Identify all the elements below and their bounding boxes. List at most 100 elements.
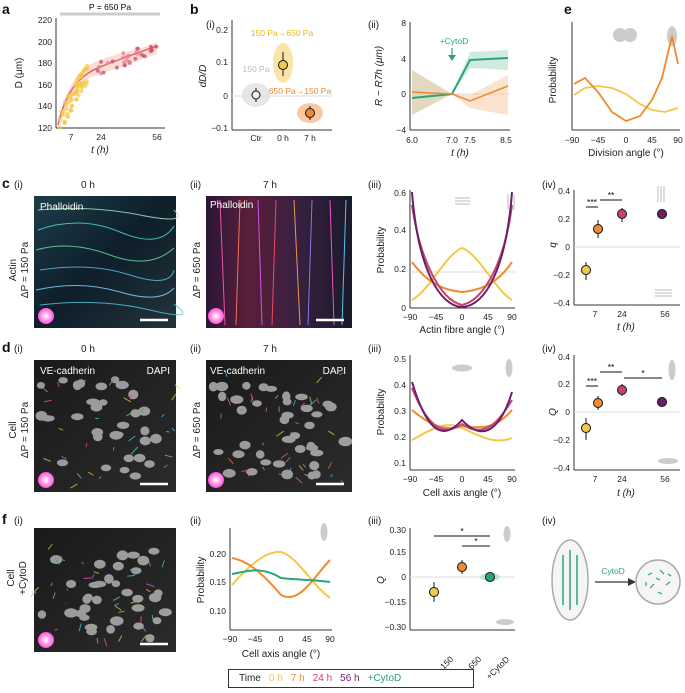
nucleus — [130, 567, 142, 575]
panel-c-iv-xtick: 24 — [617, 309, 627, 319]
panel-b-ii-xtick: 6.0 — [406, 135, 418, 145]
nucleus — [242, 381, 251, 390]
panel-a-ytick: 220 — [38, 15, 52, 25]
time-legend: Time 0 h 7 h 24 h 56 h +CytoD — [228, 669, 474, 688]
panel-d-iv-ytick: 0.2 — [558, 379, 570, 389]
nucleus — [145, 634, 155, 643]
panel-d-iii-ylabel: Probability — [376, 389, 387, 436]
panel-d-ii-pressure: ΔP = 650 Pa — [192, 401, 203, 458]
panel-a-point — [80, 83, 85, 88]
panel-d-iii-xtick: 45 — [483, 474, 493, 484]
sig-marker: * — [474, 536, 478, 546]
panel-d-iii-ytick: 0.1 — [394, 458, 406, 468]
junction — [81, 561, 85, 565]
nucleus — [258, 383, 269, 392]
legend-item-7h: 7 h — [290, 673, 305, 684]
cytod-arrow-icon — [448, 55, 456, 61]
nucleus — [123, 454, 134, 463]
panel-f-iii-sub: (iii) — [368, 516, 381, 527]
panel-d-iv-sub: (iv) — [542, 344, 556, 355]
panel-c-iii-xtick: −90 — [403, 312, 418, 322]
legend-item-cytod: +CytoD — [367, 673, 402, 684]
panel-f-iii-ytick: −0.15 — [384, 597, 406, 607]
panel-d-ii-time: 7 h — [263, 344, 277, 355]
nucleus — [100, 464, 112, 472]
nucleus — [213, 449, 224, 455]
junction — [300, 402, 305, 408]
cell-image-cytod — [30, 528, 176, 652]
nucleus — [64, 608, 78, 618]
panel-b-ii-sub: (ii) — [368, 20, 379, 31]
panel-a-point — [121, 55, 126, 60]
panel-c-iii-ylabel: Probability — [376, 227, 387, 274]
panel-f-ii-xtick: −45 — [248, 634, 263, 644]
nucleus — [150, 433, 162, 444]
junction — [262, 466, 266, 471]
junction — [276, 430, 284, 437]
panel-a-point — [136, 46, 140, 51]
junction — [76, 472, 82, 479]
panel-c-row-label: Actin — [8, 259, 19, 281]
nucleus — [119, 466, 130, 474]
panel-e-ylabel: Probability — [548, 57, 559, 104]
panel-c-iii-ytick: 0.2 — [394, 264, 406, 274]
junction — [330, 474, 333, 478]
junction — [129, 568, 136, 576]
panel-f-iii-ytick: 0 — [401, 572, 406, 582]
nucleus — [111, 580, 121, 588]
junction — [340, 480, 344, 484]
nucleus — [94, 559, 106, 569]
nucleus — [95, 382, 108, 391]
junction — [327, 462, 332, 470]
junction — [145, 583, 155, 587]
panel-a-point — [148, 44, 153, 49]
panel-d-iv-xtick: 56 — [660, 474, 670, 484]
color-wheel-icon — [208, 308, 224, 324]
nucleus — [289, 432, 301, 440]
nucleus — [129, 472, 142, 480]
panel-f-ii-ytick: 0.10 — [209, 606, 226, 616]
panel-e-xtick: 45 — [647, 135, 657, 145]
nucleus — [138, 406, 151, 416]
panel-e-xtick: 0 — [624, 135, 629, 145]
junction — [78, 623, 82, 632]
junction — [227, 457, 234, 464]
panel-b-i-annotation: 650 Pa→150 Pa — [269, 86, 332, 96]
legend-item-0h: 0 h — [268, 673, 283, 684]
panel-f-row-label-2: +CytoD — [18, 561, 29, 595]
nucleus — [76, 379, 86, 388]
junction — [98, 476, 102, 479]
nucleus — [144, 460, 155, 468]
panel-a-ylabel: D (μm) — [14, 58, 25, 89]
panel-a-point — [64, 106, 69, 111]
panel-c-iii-xlabel: Actin fibre angle (°) — [419, 325, 504, 336]
panel-d-iv-ytick: −0.4 — [553, 463, 570, 473]
nucleus — [322, 400, 334, 408]
junction — [43, 457, 51, 462]
panel-d-iii-xtick: −45 — [429, 474, 444, 484]
arrow-icon — [628, 578, 636, 586]
panel-c-iii-xtick: 90 — [507, 312, 517, 322]
panel-b-i-xtick: Ctr — [250, 133, 262, 143]
junction — [103, 638, 108, 647]
nucleus — [35, 411, 48, 421]
nucleus — [66, 580, 77, 588]
nucleus — [109, 430, 123, 440]
panel-d-iv-ylabel: Q — [548, 408, 559, 416]
panel-a-xtick: 7 — [69, 132, 74, 142]
nucleus — [218, 391, 227, 402]
panel-e-xtick: 90 — [673, 135, 683, 145]
junction — [316, 376, 323, 384]
panel-d-iii-xlabel: Cell axis angle (°) — [423, 488, 501, 499]
panel-d-iv-xtick: 7 — [593, 474, 598, 484]
nucleus — [128, 389, 139, 400]
nucleus — [112, 561, 124, 571]
junction — [96, 637, 99, 644]
nucleus — [311, 411, 323, 418]
junction — [93, 571, 100, 574]
nucleus — [140, 426, 150, 436]
nucleus — [307, 471, 316, 480]
junction — [241, 469, 249, 473]
nucleus — [252, 400, 262, 407]
stain-label: Phalloidin — [210, 200, 253, 211]
